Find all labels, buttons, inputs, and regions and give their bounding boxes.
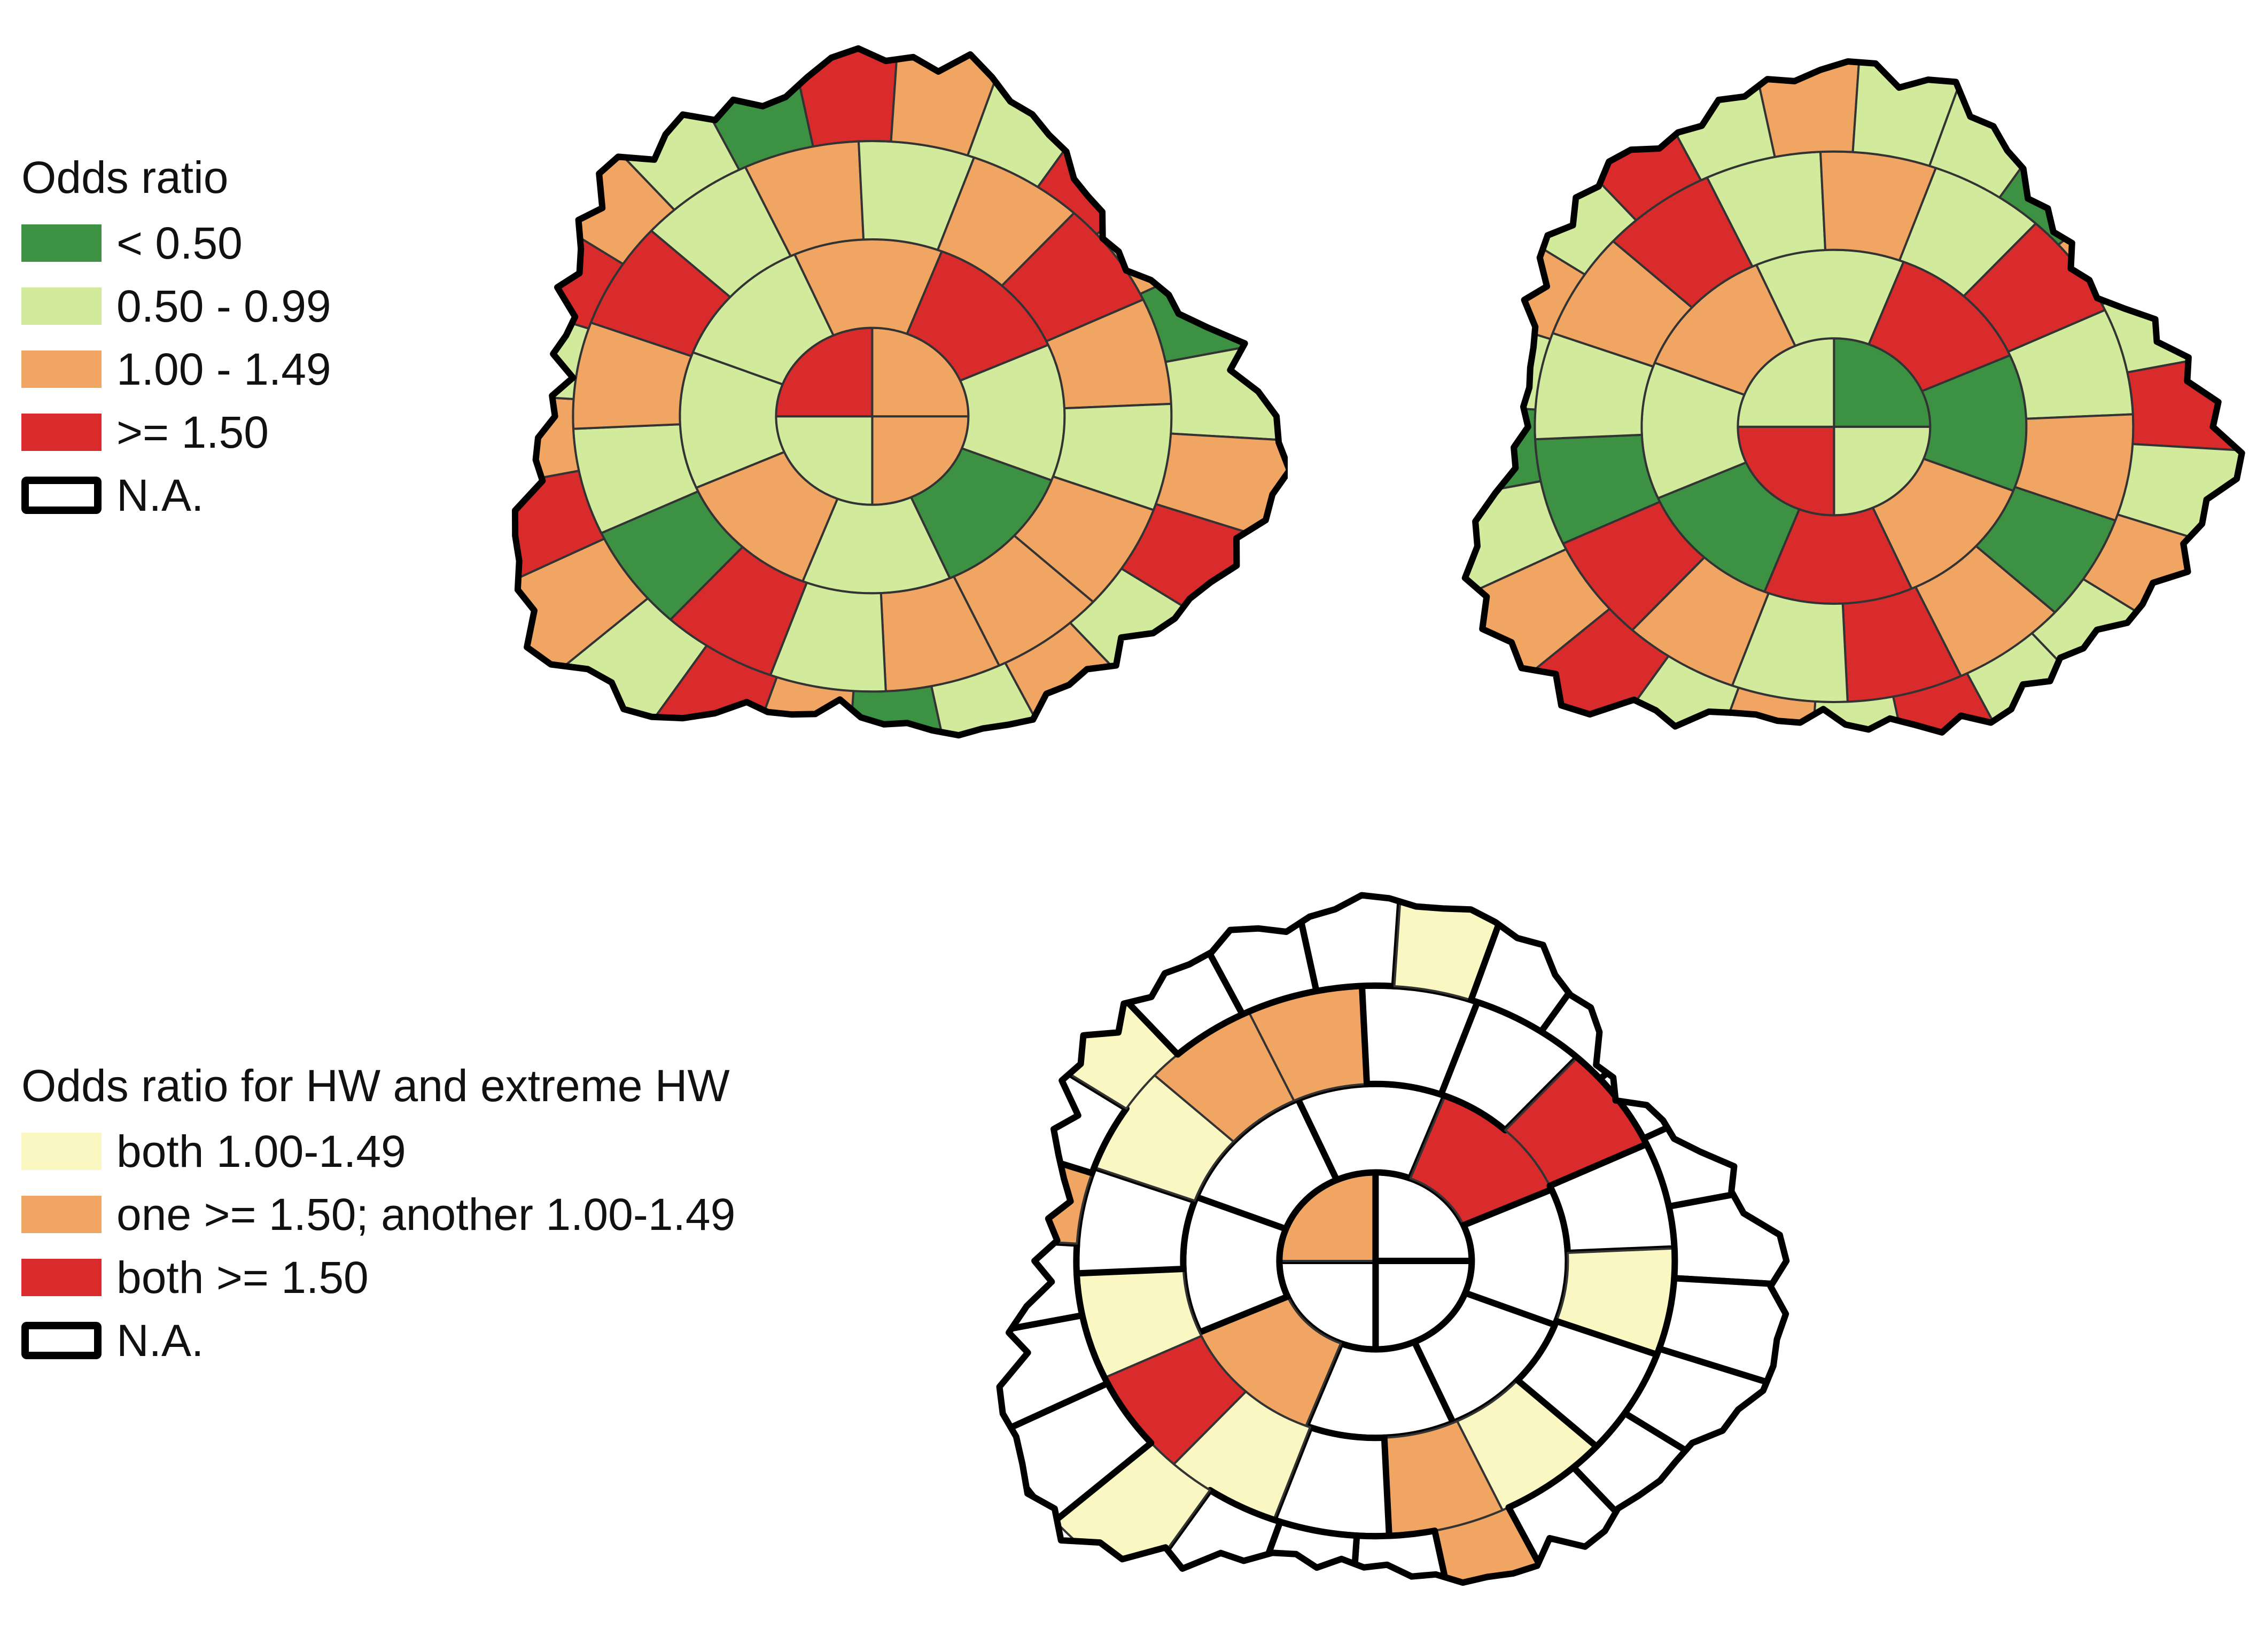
legend-label: 1.00 - 1.49: [116, 344, 331, 394]
legend-label: N.A.: [116, 470, 204, 520]
legend-swatch: [21, 224, 102, 262]
legend-item-na: N.A.: [21, 464, 331, 527]
legend-item-100-149: 1.00 - 1.49: [21, 338, 331, 401]
map-boundary: [1461, 58, 2245, 736]
map-zone: [1640, 1082, 1787, 1210]
map-heatwave: [422, 11, 1288, 791]
legend-title: Odds ratio for HW and extreme HW: [21, 1061, 730, 1111]
legend-item-both-100-149: both 1.00-1.49: [21, 1120, 735, 1183]
legend-label: one >= 1.50; another 1.00-1.49: [116, 1189, 736, 1240]
map-zone: [1345, 1528, 1464, 1583]
map-extreme-heatwave: [1384, 27, 2250, 796]
map-zone: [1892, 672, 2026, 733]
legend-swatch-na: [21, 477, 102, 514]
legend-item-lt-050: < 0.50: [21, 212, 331, 275]
legend-label: both >= 1.50: [116, 1252, 369, 1303]
legend-swatch: [21, 1196, 102, 1233]
legend-item-one-ge-150: one >= 1.50; another 1.00-1.49: [21, 1183, 735, 1246]
map-zone: [515, 470, 605, 593]
legend-item-ge-150: >= 1.50: [21, 401, 331, 464]
legend-swatch: [21, 1259, 102, 1296]
legend-item-050-099: 0.50 - 0.99: [21, 275, 331, 338]
legend-swatch: [21, 350, 102, 388]
map-combined: [898, 844, 1817, 1646]
map-zone: [999, 1312, 1111, 1439]
legend-item-both-ge-150: both >= 1.50: [21, 1246, 735, 1309]
legend-label: >= 1.50: [116, 407, 269, 457]
legend-title: Odds ratio: [21, 152, 229, 202]
legend-item-na: N.A.: [21, 1309, 735, 1372]
legend-label: < 0.50: [116, 218, 243, 268]
legend-swatch-na: [21, 1322, 102, 1359]
legend-swatch: [21, 1133, 102, 1170]
map-svg: [512, 45, 1288, 739]
legend-odds-ratio-hw: Odds ratio for HW and extreme HW both 1.…: [21, 1063, 735, 1372]
map-zone: [1465, 480, 1567, 603]
map-svg: [996, 892, 1790, 1586]
map-zone: [1139, 240, 1288, 363]
map-boundary: [512, 45, 1288, 739]
map-boundary: [996, 892, 1790, 1586]
legend-odds-ratio: Odds ratio < 0.50 0.50 - 0.99 1.00 - 1.4…: [21, 155, 331, 527]
legend-swatch: [21, 287, 102, 325]
map-zone: [844, 685, 958, 736]
map-svg: [1461, 58, 2245, 736]
legend-label: N.A.: [116, 1315, 204, 1366]
legend-swatch: [21, 414, 102, 451]
legend-label: both 1.00-1.49: [116, 1126, 406, 1176]
legend-label: 0.50 - 0.99: [116, 281, 331, 331]
